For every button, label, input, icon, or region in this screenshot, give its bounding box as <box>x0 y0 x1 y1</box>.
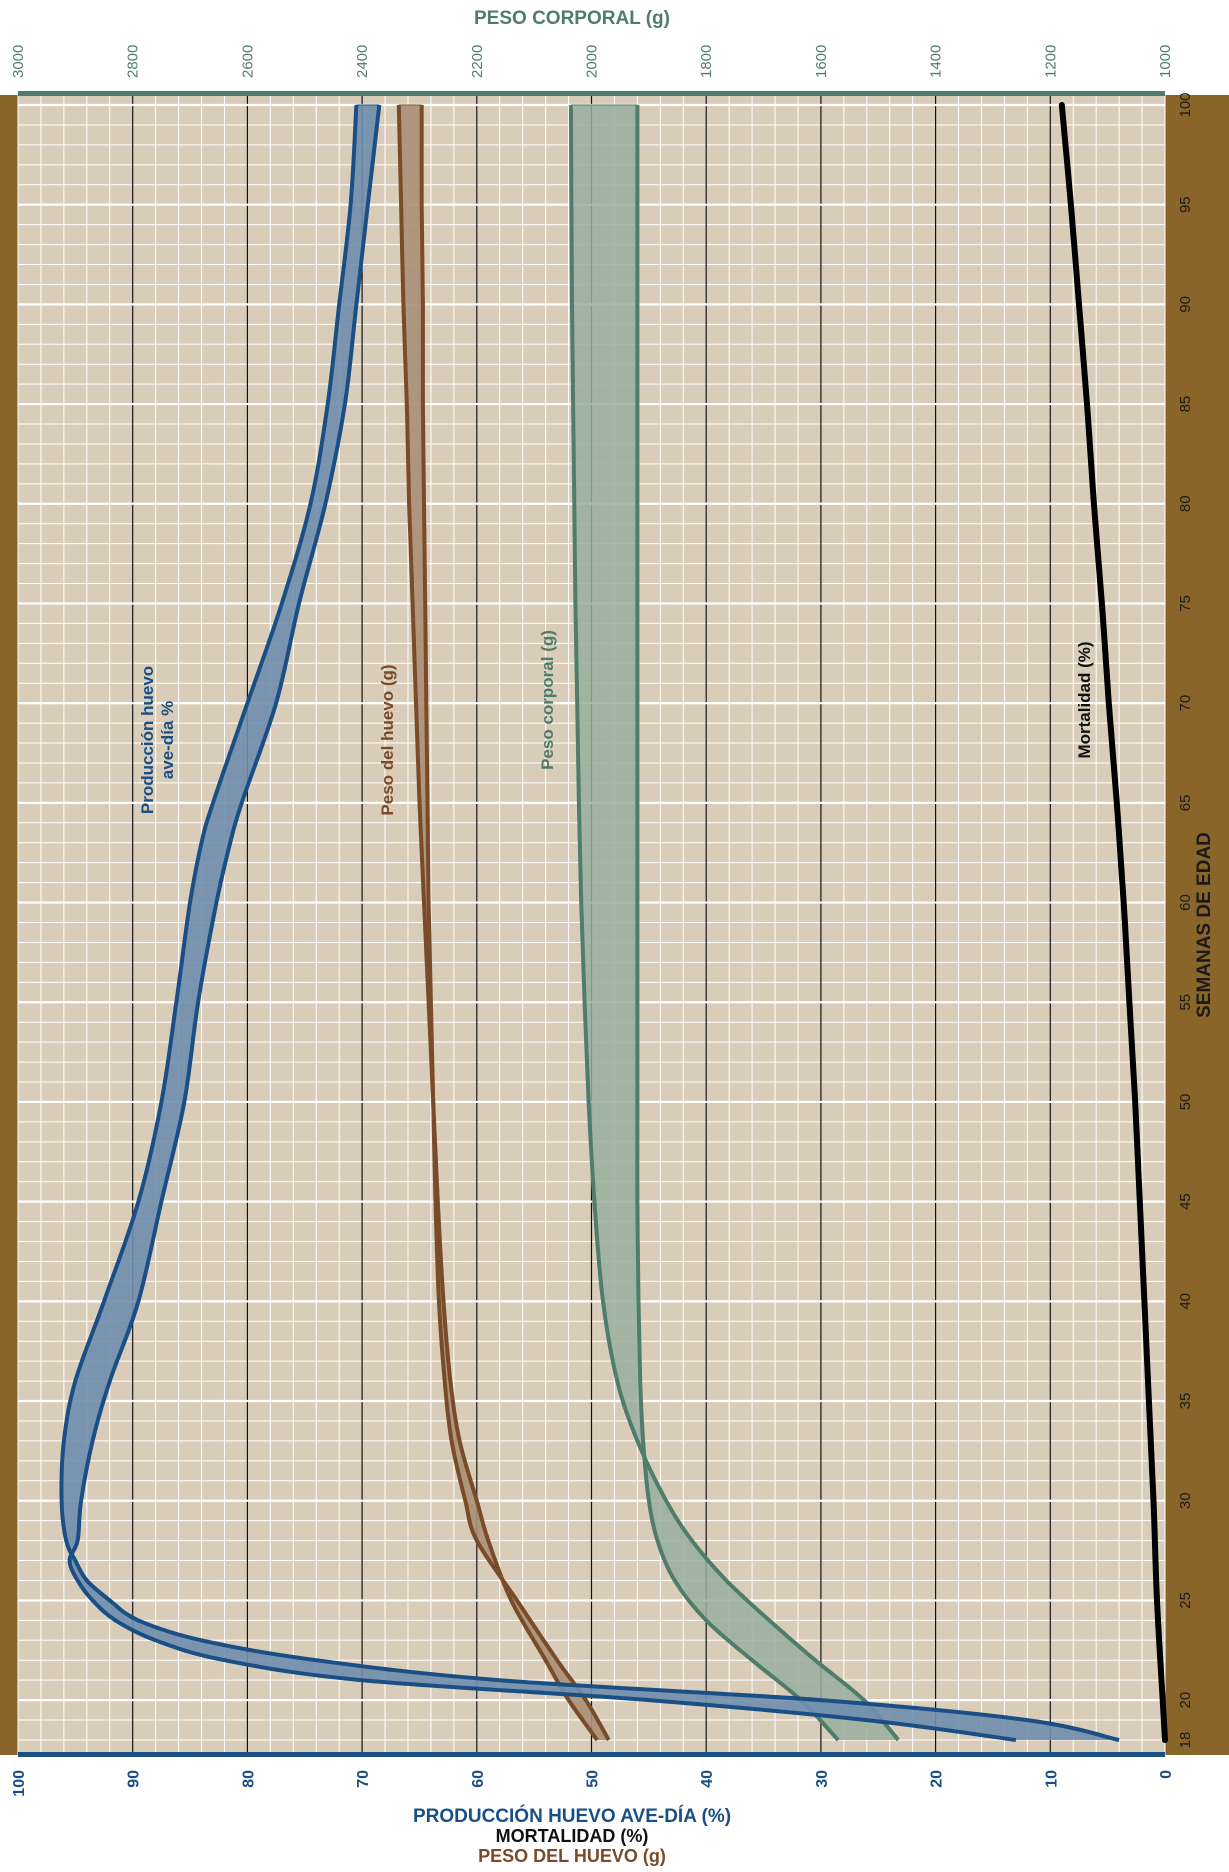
x-tick-label: 85 <box>1177 396 1194 413</box>
bottom-axis-title-egg-weight: PESO DEL HUEVO (g) <box>478 1846 666 1866</box>
top-tick-label: 1200 <box>1042 45 1059 78</box>
production-lower-line <box>67 104 1017 1742</box>
x-axis-title: SEMANAS DE EDAD <box>1194 832 1215 1018</box>
bottom-tick-label: 20 <box>929 1770 946 1788</box>
production-upper-line <box>59 104 1120 1742</box>
x-tick-label: 45 <box>1177 1193 1194 1210</box>
x-tick-label: 18 <box>1177 1732 1194 1749</box>
top-tick-label: 2600 <box>239 45 256 78</box>
top-tick-label: 1400 <box>928 45 945 78</box>
bottom-axis-title-production: PRODUCCIÓN HUEVO AVE-DÍA (%) <box>413 1805 731 1827</box>
frame-right <box>1165 95 1229 1755</box>
frame-left <box>0 95 18 1755</box>
x-tick-label: 65 <box>1177 795 1194 812</box>
bottom-tick-label: 100 <box>11 1770 28 1797</box>
x-tick-label: 60 <box>1177 894 1194 911</box>
mortality-line <box>1058 102 1168 1743</box>
bottom-tick-label: 50 <box>585 1770 602 1788</box>
label-mortality: Mortalidad (%) <box>1075 641 1094 758</box>
top-tick-label: 2000 <box>584 45 601 78</box>
top-tick-label: 2800 <box>125 45 142 78</box>
top-axis-bar <box>18 91 1165 96</box>
series-labels: Producción huevoave-día % Peso del huevo … <box>138 630 1094 815</box>
top-tick-label: 2400 <box>354 45 371 78</box>
top-axis-ticks: 1000 1200 1400 1600 1800 2000 2200 2400 2600 2800… <box>10 45 1174 78</box>
top-tick-label: 3000 <box>10 45 27 78</box>
x-tick-label: 35 <box>1177 1393 1194 1410</box>
x-tick-label: 25 <box>1177 1592 1194 1609</box>
bottom-tick-label: 40 <box>699 1770 716 1788</box>
bottom-axis-ticks: 0 10 20 30 40 50 60 70 80 90 100 <box>11 1770 1175 1797</box>
body-weight-lower-line <box>568 104 900 1742</box>
bottom-axis-bar <box>18 1752 1165 1757</box>
bottom-tick-label: 90 <box>126 1770 143 1788</box>
body-weight-upper-line <box>635 105 840 1742</box>
bottom-tick-label: 0 <box>1158 1770 1175 1779</box>
x-tick-label: 100 <box>1177 92 1194 117</box>
x-tick-label: 95 <box>1177 196 1194 213</box>
x-tick-label: 20 <box>1177 1692 1194 1709</box>
x-tick-label: 90 <box>1177 296 1194 313</box>
egg-weight-lower-line <box>419 104 611 1741</box>
x-tick-label: 50 <box>1177 1094 1194 1111</box>
x-tick-label: 75 <box>1177 595 1194 612</box>
label-body-weight: Peso corporal (g) <box>538 630 557 770</box>
bottom-tick-label: 60 <box>470 1770 487 1788</box>
series-layer <box>59 102 1168 1743</box>
top-tick-label: 1000 <box>1157 45 1174 78</box>
egg-weight-band <box>398 105 609 1740</box>
bottom-tick-label: 70 <box>355 1770 372 1788</box>
bottom-axis-title-mortality: MORTALIDAD (%) <box>496 1826 649 1846</box>
bottom-tick-label: 10 <box>1043 1770 1060 1788</box>
x-axis-ticks: 18 20 25 30 35 40 45 50 55 60 65 70 75 80 85 90 95 100 <box>1177 92 1194 1748</box>
bottom-tick-label: 30 <box>814 1770 831 1788</box>
x-tick-label: 40 <box>1177 1293 1194 1310</box>
top-tick-label: 1800 <box>698 45 715 78</box>
x-tick-label: 80 <box>1177 495 1194 512</box>
x-tick-label: 70 <box>1177 695 1194 712</box>
label-egg-weight: Peso del huevo (g) <box>378 664 397 815</box>
top-tick-label: 2200 <box>469 45 486 78</box>
x-tick-label: 55 <box>1177 994 1194 1011</box>
label-production: Producción huevoave-día % <box>138 666 177 814</box>
x-tick-label: 30 <box>1177 1492 1194 1509</box>
top-axis-title: PESO CORPORAL (g) <box>474 8 670 29</box>
bottom-tick-label: 80 <box>240 1770 257 1788</box>
top-tick-label: 1600 <box>813 45 830 78</box>
